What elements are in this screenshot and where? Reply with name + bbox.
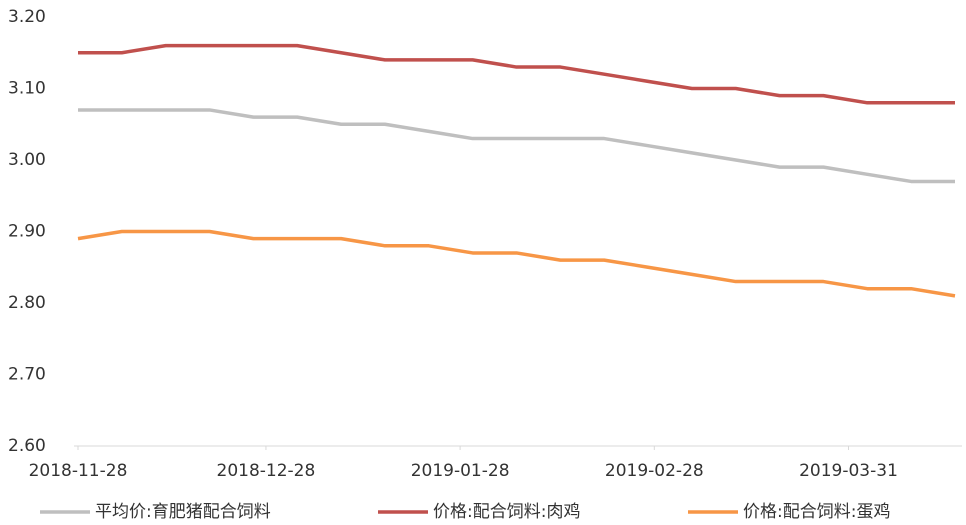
y-tick-label: 2.60 [8,436,46,456]
legend-label: 平均价:育肥猪配合饲料 [95,502,271,522]
x-tick-label: 2019-03-31 [799,461,898,481]
series-line [78,43,955,105]
y-tick-label: 2.70 [8,365,46,385]
series-line [78,108,955,184]
x-tick-label: 2018-12-28 [217,461,316,481]
x-tick-label: 2019-01-28 [411,461,510,481]
legend-label: 价格:配合饲料:肉鸡 [433,502,580,522]
y-tick-label: 3.20 [8,7,46,27]
y-tick-label: 2.90 [8,222,46,242]
x-tick-label: 2018-11-28 [29,461,128,481]
y-tick-label: 2.80 [8,293,46,313]
series-line [77,229,956,298]
y-tick-label: 3.10 [8,79,46,99]
legend-label: 价格:配合饲料:蛋鸡 [743,502,890,522]
x-tick-label: 2019-02-28 [605,461,704,481]
y-tick-label: 3.00 [8,150,46,170]
